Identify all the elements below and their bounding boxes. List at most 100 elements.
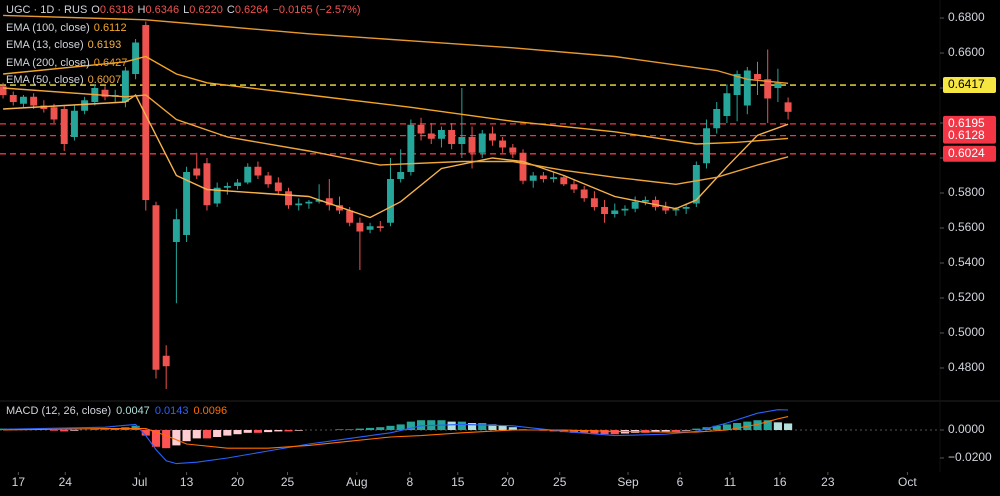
price-label-box bbox=[943, 127, 996, 144]
legend-entry: EMA (200, close) 0.6427 bbox=[6, 55, 365, 73]
legend-label: EMA (100, close) bbox=[6, 21, 90, 34]
candle-body bbox=[764, 79, 772, 99]
candle-body bbox=[743, 70, 751, 106]
candle-body bbox=[366, 226, 374, 230]
y-tick-label: 0.5600 bbox=[948, 220, 985, 234]
candle-body bbox=[631, 201, 639, 209]
candle-body bbox=[784, 102, 792, 112]
histogram-bar bbox=[264, 430, 273, 433]
histogram-bar bbox=[488, 424, 497, 431]
ohlc-value: 0.6220 bbox=[189, 4, 223, 16]
candle-body bbox=[692, 165, 700, 204]
histogram-bar bbox=[366, 427, 375, 431]
histogram-bar bbox=[508, 427, 517, 431]
histogram-bar bbox=[692, 428, 701, 431]
candle-body bbox=[101, 89, 109, 97]
candle-body bbox=[244, 166, 252, 183]
y-tick-label: −0.0200 bbox=[948, 450, 992, 464]
histogram-bar bbox=[294, 430, 303, 431]
histogram-bar bbox=[60, 430, 69, 432]
candle-body bbox=[570, 184, 578, 190]
candle-body bbox=[254, 166, 262, 176]
candle-body bbox=[203, 163, 211, 206]
histogram-bar bbox=[202, 430, 212, 439]
candle-body bbox=[132, 42, 140, 75]
ema-line bbox=[3, 55, 789, 145]
histogram-bar bbox=[223, 430, 232, 436]
legend-value: 0.0047 bbox=[116, 405, 150, 417]
histogram-bar bbox=[213, 430, 222, 437]
ohlc-value: 0.6318 bbox=[99, 4, 134, 16]
legend-value: 0.6007 bbox=[87, 74, 122, 86]
candle-body bbox=[468, 137, 476, 153]
histogram-bar bbox=[416, 420, 426, 431]
histogram-bar bbox=[590, 430, 599, 434]
y-tick-label: 0.5200 bbox=[948, 290, 985, 304]
macd-title: MACD (12, 26, close) bbox=[6, 405, 112, 417]
candle-body bbox=[550, 177, 558, 180]
candle-body bbox=[274, 182, 282, 192]
y-tick-label: 0.6800 bbox=[948, 10, 985, 24]
candle-body bbox=[397, 172, 405, 180]
candle-body bbox=[611, 210, 619, 214]
histogram-bar bbox=[274, 430, 283, 432]
candle-body bbox=[509, 147, 517, 153]
candle-body bbox=[234, 182, 242, 187]
histogram-bar bbox=[712, 425, 721, 431]
x-tick-label: Jul bbox=[132, 475, 147, 489]
ohlc-value: 0.6264 bbox=[234, 4, 269, 16]
macd-legend: MACD (12, 26, close) 0.0047 0.0143 0.0096 bbox=[6, 405, 232, 417]
candle-body bbox=[488, 133, 496, 141]
histogram-bar bbox=[722, 424, 731, 431]
y-tick-label: 0.5800 bbox=[948, 185, 985, 199]
symbol: UGC · 1D · RUS bbox=[6, 4, 88, 16]
candle-body bbox=[264, 175, 272, 185]
legend-value: 0.6112 bbox=[93, 21, 127, 34]
legend-label: EMA (200, close) bbox=[6, 56, 90, 69]
candle-body bbox=[305, 201, 313, 204]
legend-label: EMA (13, close) bbox=[6, 39, 84, 51]
candle-body bbox=[713, 109, 721, 129]
legend-value: 0.0143 bbox=[154, 405, 189, 417]
histogram-bar bbox=[682, 430, 691, 431]
histogram-bar bbox=[284, 430, 293, 432]
ema-line bbox=[3, 14, 789, 84]
histogram-bar bbox=[671, 430, 681, 432]
histogram-bar bbox=[355, 428, 364, 431]
macd-line bbox=[3, 409, 789, 465]
histogram-bar bbox=[243, 430, 252, 433]
histogram-bar bbox=[478, 423, 487, 431]
price-label: 0.6024 bbox=[948, 146, 985, 160]
price-label: 0.6417 bbox=[948, 77, 985, 91]
candle-body bbox=[0, 86, 7, 96]
histogram-bar bbox=[141, 430, 150, 436]
candle-body bbox=[682, 206, 690, 209]
histogram-bar bbox=[151, 430, 161, 447]
histogram-bar bbox=[376, 427, 385, 431]
candle-body bbox=[30, 96, 38, 106]
candle-body bbox=[560, 177, 568, 185]
candle-body bbox=[9, 95, 17, 103]
candle-body bbox=[519, 152, 527, 181]
histogram-bar bbox=[49, 430, 59, 431]
histogram-bar bbox=[763, 420, 772, 431]
candle-body bbox=[723, 93, 731, 117]
legend: UGC · 1D · RUS O0.6318 H0.6346 L0.6220 C0.62… bbox=[6, 2, 365, 90]
ohlc-key: H bbox=[137, 4, 146, 16]
legend-value: 0.6193 bbox=[87, 39, 122, 51]
candle-body bbox=[621, 208, 629, 211]
candle-body bbox=[427, 133, 435, 139]
candle-body bbox=[19, 96, 27, 104]
y-tick-label: 0.0000 bbox=[948, 422, 985, 436]
x-tick-label: 6 bbox=[677, 475, 684, 489]
histogram-bar bbox=[172, 430, 181, 446]
histogram-bar bbox=[733, 423, 742, 431]
y-tick-label: 0.5400 bbox=[948, 255, 985, 269]
histogram-bar bbox=[386, 425, 395, 431]
price-label-box bbox=[943, 145, 996, 162]
candle-body bbox=[539, 175, 547, 180]
ema-line bbox=[3, 93, 789, 219]
histogram-bar bbox=[447, 421, 456, 431]
candle-body bbox=[580, 189, 588, 199]
